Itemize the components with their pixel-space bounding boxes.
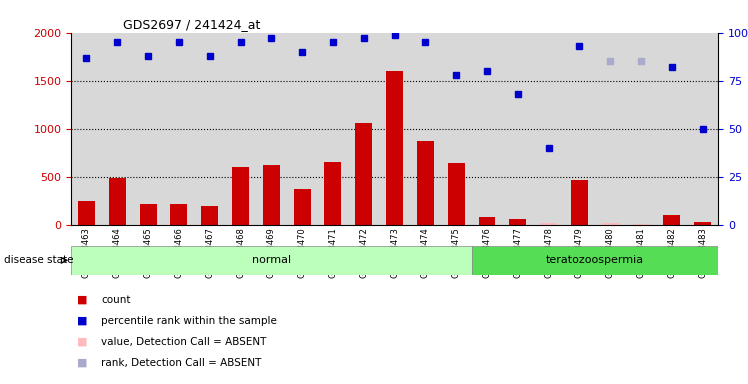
Bar (386, 71, 403, 225)
Bar (256, 33, 286, 225)
Bar (225, 33, 256, 225)
Bar (102, 33, 132, 225)
Bar (201, 207, 218, 225)
Bar (164, 33, 194, 225)
Bar (171, 205, 187, 225)
Bar (663, 215, 681, 225)
Bar (379, 33, 410, 225)
Bar (602, 223, 619, 225)
Bar (349, 33, 379, 225)
Bar (355, 123, 373, 225)
Bar (533, 33, 564, 225)
Bar (479, 217, 495, 225)
Bar (318, 33, 349, 225)
Bar (503, 33, 533, 225)
Bar (687, 33, 718, 225)
Text: rank, Detection Call = ABSENT: rank, Detection Call = ABSENT (101, 358, 261, 368)
Bar (108, 178, 126, 225)
Bar (256, 33, 286, 225)
Bar (102, 33, 132, 225)
Bar (564, 33, 595, 225)
Bar (410, 33, 441, 225)
Bar (694, 222, 711, 225)
Bar (349, 33, 379, 225)
Text: ■: ■ (77, 316, 88, 326)
Bar (657, 33, 687, 225)
Bar (164, 33, 194, 225)
Bar (441, 33, 471, 225)
Text: count: count (101, 295, 130, 305)
Bar (194, 33, 225, 225)
Text: disease state: disease state (4, 255, 73, 265)
Bar (571, 180, 588, 225)
Bar (325, 162, 341, 225)
Bar (294, 189, 310, 225)
Bar (140, 204, 156, 225)
Bar (132, 33, 164, 225)
Bar (471, 33, 503, 225)
Bar (633, 224, 649, 225)
Text: normal: normal (252, 255, 291, 265)
Bar (533, 33, 564, 225)
Bar (78, 201, 95, 225)
Bar (225, 33, 256, 225)
Bar (194, 33, 225, 225)
Text: ■: ■ (77, 337, 88, 347)
Bar (71, 33, 102, 225)
Text: value, Detection Call = ABSENT: value, Detection Call = ABSENT (101, 337, 266, 347)
Bar (595, 33, 625, 225)
Bar (595, 33, 625, 225)
Bar (471, 33, 503, 225)
Bar (232, 167, 249, 225)
Bar (625, 33, 657, 225)
Text: ■: ■ (77, 358, 88, 368)
Text: ■: ■ (77, 295, 88, 305)
Bar (263, 165, 280, 225)
Bar (286, 33, 318, 225)
Bar (71, 246, 471, 275)
Bar (441, 33, 471, 225)
Bar (410, 33, 441, 225)
Bar (471, 246, 718, 275)
Bar (503, 33, 533, 225)
Bar (318, 33, 349, 225)
Bar (286, 33, 318, 225)
Bar (687, 33, 718, 225)
Bar (448, 163, 465, 225)
Bar (625, 33, 657, 225)
Bar (564, 33, 595, 225)
Text: GDS2697 / 241424_at: GDS2697 / 241424_at (123, 18, 260, 31)
Bar (417, 141, 434, 225)
Bar (509, 219, 527, 225)
Bar (540, 223, 557, 225)
Bar (132, 33, 164, 225)
Bar (379, 33, 410, 225)
Bar (71, 33, 102, 225)
Text: percentile rank within the sample: percentile rank within the sample (101, 316, 277, 326)
Text: teratozoospermia: teratozoospermia (546, 255, 644, 265)
Bar (657, 33, 687, 225)
